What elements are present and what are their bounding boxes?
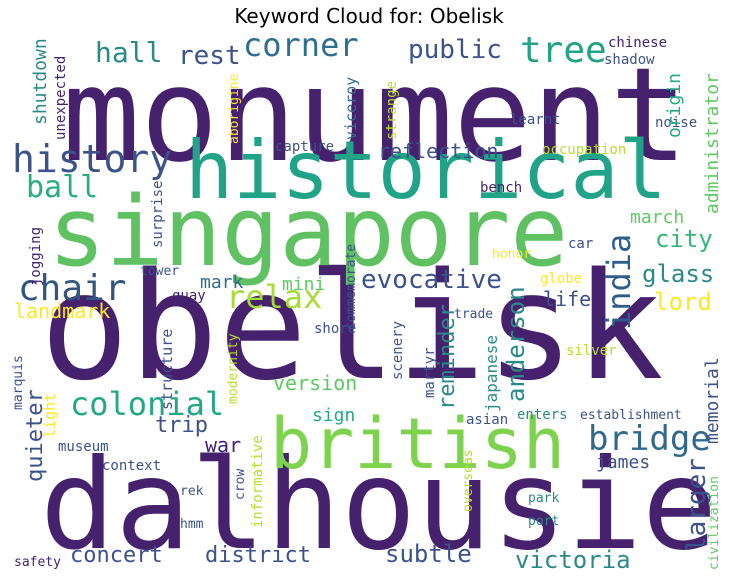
word-structure: structure — [158, 329, 176, 410]
word-mini: mini — [282, 274, 325, 295]
word-chinese: chinese — [608, 35, 667, 51]
word-bench: bench — [480, 180, 522, 196]
word-version: version — [273, 371, 357, 395]
word-marquis: marquis — [11, 355, 26, 410]
word-singapore: singapore — [48, 176, 568, 288]
word-landmark: landmark — [14, 299, 110, 323]
word-larger: larger — [682, 458, 712, 552]
word-city: city — [655, 225, 713, 253]
word-context: context — [102, 458, 161, 474]
word-british: british — [270, 403, 565, 485]
word-glass: glass — [642, 260, 714, 288]
word-japanese: japanese — [482, 335, 501, 412]
word-jogging: jogging — [28, 227, 44, 286]
word-relax: relax — [226, 278, 322, 316]
word-mark: mark — [200, 272, 244, 293]
word-victoria: victoria — [515, 546, 631, 574]
word-life: life — [543, 287, 591, 311]
word-establishment: establishment — [580, 408, 682, 423]
word-memorial: memorial — [702, 357, 723, 444]
word-commemorate: commemorate — [344, 244, 359, 330]
word-port: port — [528, 514, 559, 529]
word-hmm: hmm — [180, 517, 204, 532]
word-enters: enters — [517, 407, 568, 423]
word-evocative: evocative — [361, 265, 502, 295]
word-scenery: scenery — [390, 321, 406, 380]
word-informative: informative — [250, 435, 266, 528]
word-james: james — [596, 452, 650, 473]
word-safety: safety — [14, 555, 61, 570]
word-obelisk: obelisk — [40, 241, 664, 413]
word-concert: concert — [70, 543, 163, 568]
word-honor: honor — [492, 247, 531, 262]
word-subtle: subtle — [385, 540, 472, 568]
word-overseas: overseas — [461, 449, 476, 512]
word-sign: sign — [312, 405, 355, 426]
word-civilization: civilization — [707, 476, 722, 570]
word-anderson: anderson — [502, 286, 530, 402]
word-tower: tower — [140, 264, 179, 279]
word-history: history — [12, 137, 172, 181]
word-rek: rek — [180, 484, 204, 499]
word-shadow: shadow — [604, 52, 655, 68]
word-car: car — [568, 236, 593, 252]
word-martyr: martyr — [422, 347, 438, 398]
word-silver: silver — [566, 343, 617, 359]
word-museum: museum — [58, 439, 109, 455]
word-viceroy: viceroy — [342, 77, 360, 140]
word-historical: historical — [185, 124, 667, 217]
word-india: india — [600, 234, 638, 330]
word-globe: globe — [540, 271, 582, 287]
word-dalhousie: dalhousie — [40, 433, 717, 578]
word-unexpected: unexpected — [53, 56, 69, 140]
word-quieter: quieter — [23, 389, 48, 482]
word-capture: capture — [275, 139, 334, 155]
word-asian: asian — [466, 412, 508, 428]
word-surprise: surprise — [150, 181, 166, 248]
word-shutdown: shutdown — [30, 38, 51, 125]
word-rest: rest — [178, 41, 241, 71]
chart-title: Keyword Cloud for: Obelisk — [234, 4, 504, 28]
word-bridge: bridge — [588, 419, 711, 459]
word-reflection: reflection — [378, 139, 498, 163]
word-park: park — [528, 491, 559, 506]
word-noise: noise — [655, 115, 697, 131]
word-crow: crow — [233, 469, 248, 500]
word-march: march — [630, 207, 684, 228]
word-tree: tree — [520, 30, 607, 71]
word-chair: chair — [18, 268, 126, 309]
word-origin: origin — [664, 73, 685, 138]
word-lord: lord — [654, 288, 712, 316]
word-trip: trip — [155, 413, 208, 438]
word-light: light — [41, 393, 59, 438]
word-quay: quay — [172, 288, 206, 304]
word-occupation: occupation — [542, 142, 626, 158]
word-modernity: modernity — [226, 333, 241, 404]
word-trade: trade — [454, 307, 493, 322]
word-monument: monument — [62, 39, 688, 191]
word-hall: hall — [95, 36, 162, 69]
word-aborigine: aborigine — [227, 73, 242, 144]
word-ball: ball — [26, 170, 98, 205]
word-learnt: learnt — [510, 112, 561, 128]
word-corner: corner — [243, 26, 359, 64]
word-colonial: colonial — [70, 385, 224, 423]
word-war: war — [205, 433, 241, 457]
word-reminder: reminder — [435, 304, 460, 410]
word-administrator: administrator — [702, 73, 723, 214]
word-public: public — [408, 35, 502, 65]
word-district: district — [205, 543, 311, 568]
word-strange: strange — [384, 81, 400, 140]
word-shore: shore — [314, 321, 356, 337]
